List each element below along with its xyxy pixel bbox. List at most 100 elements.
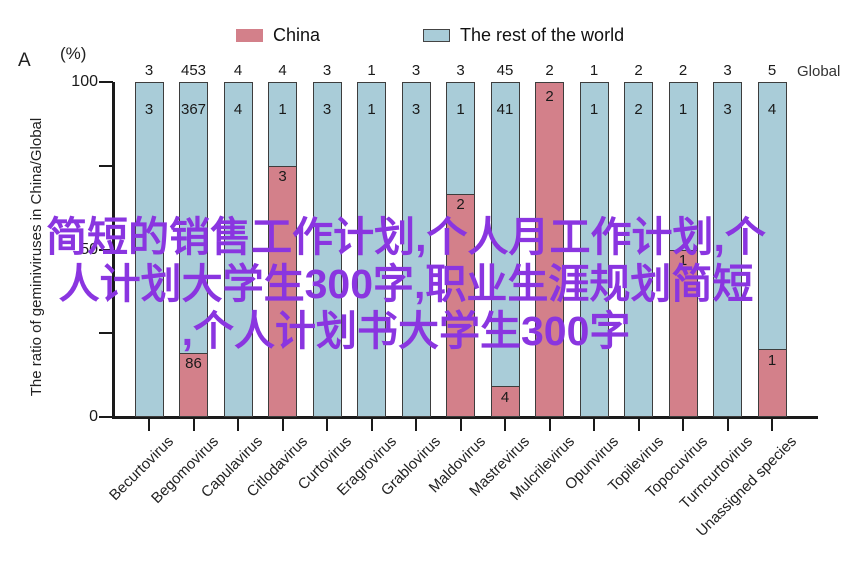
bar-total-label: 3 (456, 62, 465, 79)
bar-segment-rest-of-world (580, 83, 608, 416)
bar-total-label: 3 (411, 62, 421, 79)
bar-world-count-label: 4 (233, 101, 243, 118)
bar-total-label: 2 (634, 62, 643, 79)
bar-grablovirus (401, 82, 431, 417)
bar-total-label: 3 (322, 62, 332, 79)
bar-segment-rest-of-world (313, 83, 341, 416)
y-axis-tick (99, 332, 113, 335)
bar-total-label: 1 (589, 62, 599, 79)
bar-mastrevirus (490, 82, 520, 417)
legend-label-rest-of-world: The rest of the world (460, 25, 625, 45)
y-axis-tick (99, 164, 113, 167)
bar-segment-rest-of-world (224, 83, 252, 416)
watermark-line: ,个人计划书大学生300字 (181, 308, 631, 354)
bar-world-count-label: 3 (144, 101, 154, 118)
bar-segment-rest-of-world (714, 83, 741, 416)
bar-segment-rest-of-world (491, 83, 519, 387)
x-axis-tick (281, 418, 284, 431)
x-axis-tick (593, 418, 595, 431)
x-axis-tick (771, 418, 773, 431)
panel-letter: A (18, 50, 31, 71)
y-tick-label: 100 (71, 73, 98, 90)
y-axis-line (112, 82, 115, 418)
x-axis-tick (548, 418, 551, 431)
bar-topocuvirus (668, 82, 698, 417)
bar-china-count-label: 1 (678, 251, 688, 269)
bar-world-count-label: 367 (180, 101, 207, 118)
bar-total-label: 3 (723, 62, 732, 79)
legend-item-china: China (236, 25, 320, 46)
bar-eragrovirus (357, 82, 386, 417)
bar-china-count-label: 2 (456, 195, 465, 213)
bar-segment-rest-of-world (447, 83, 474, 194)
bar-world-count-label: 3 (723, 101, 732, 118)
bar-world-count-label: 1 (678, 101, 688, 118)
y-axis-tick (99, 81, 113, 83)
bar-china-count-label: 3 (278, 167, 287, 185)
bar-segment-rest-of-world (625, 83, 652, 416)
bar-total-label: 5 (767, 62, 777, 79)
watermark-line: 简短的销售工作计划,个人月工作计划,个 (46, 214, 766, 260)
x-axis-tick (726, 418, 729, 431)
x-axis-tick (192, 418, 195, 431)
bar-unassigned-species (757, 82, 787, 417)
y-tick-label: 0 (89, 408, 98, 425)
bar-total-label: 45 (496, 62, 514, 79)
legend-swatch-rest-of-world (423, 29, 450, 42)
bar-world-count-label: 3 (322, 101, 332, 118)
legend-item-rest-of-world: The rest of the world (423, 25, 624, 46)
bar-curtovirus (312, 82, 342, 417)
watermark-text-overlay: 简短的销售工作计划,个人月工作计划,个 人计划大学生300字,职业生涯规划简短 … (0, 214, 812, 355)
bar-segment-china (491, 386, 519, 416)
bar-total-label: 4 (278, 62, 287, 79)
x-axis-line (112, 416, 818, 419)
legend-swatch-china (236, 29, 263, 42)
bar-segment-china (180, 352, 207, 416)
bar-segment-china (669, 249, 697, 416)
bar-total-label: 2 (545, 62, 554, 79)
bar-segment-china (269, 166, 296, 416)
bar-maldovirus (446, 82, 475, 417)
global-row-label: Global (797, 63, 841, 80)
bar-segment-rest-of-world (669, 83, 697, 250)
y-tick-label: 50 (80, 240, 98, 258)
bar-world-count-label: 2 (634, 101, 643, 118)
y-axis-tick (99, 416, 113, 418)
x-axis-tick (237, 418, 239, 431)
bar-segment-rest-of-world (269, 83, 296, 167)
bar-world-count-label: 1 (367, 101, 376, 118)
bar-total-label: 1 (367, 62, 376, 79)
legend-label-china: China (273, 25, 321, 45)
bar-begomovirus (179, 82, 208, 417)
x-axis-tick (504, 418, 506, 431)
bar-citlodavirus (268, 82, 297, 417)
bar-china-count-label: 2 (545, 88, 554, 105)
bar-opunvirus (579, 82, 609, 417)
y-axis-tick (99, 248, 113, 251)
watermark-line: 人计划大学生300字,职业生涯规划简短 (58, 261, 754, 307)
bar-segment-rest-of-world (180, 83, 207, 353)
x-axis-tick (459, 418, 462, 431)
bar-world-count-label: 1 (278, 101, 287, 118)
bar-total-label: 453 (180, 62, 207, 79)
bar-world-count-label: 3 (411, 101, 421, 118)
bar-total-label: 3 (144, 62, 154, 79)
bar-mulcrilevirus (535, 82, 564, 417)
bar-total-label: 4 (233, 62, 243, 79)
bar-segment-rest-of-world (135, 83, 163, 416)
bar-segment-china (447, 194, 474, 416)
bar-china-count-label: 86 (185, 355, 202, 373)
x-axis-tick (148, 418, 150, 431)
x-axis-tick (370, 418, 373, 431)
bar-segment-rest-of-world (758, 83, 786, 350)
bar-world-count-label: 1 (589, 101, 599, 118)
percent-unit-label: (%) (60, 44, 87, 63)
bar-segment-china (536, 83, 563, 416)
bar-topilevirus (624, 82, 653, 417)
bar-world-count-label: 41 (496, 101, 514, 118)
x-axis-tick (326, 418, 328, 431)
bar-total-label: 2 (678, 62, 688, 79)
bar-segment-china (758, 349, 786, 416)
